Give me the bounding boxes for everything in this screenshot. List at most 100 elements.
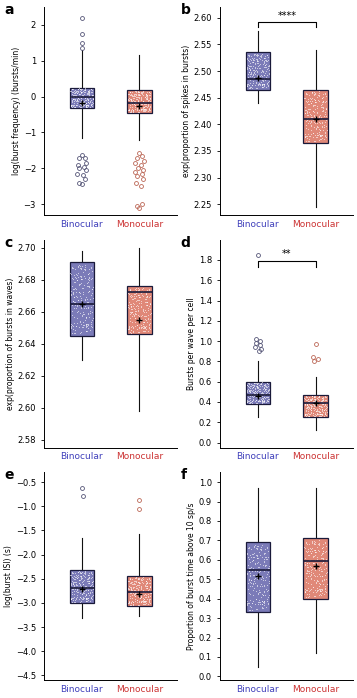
Point: [256, 74, 261, 85]
Point: [266, 590, 272, 601]
Point: [256, 73, 262, 84]
Point: [311, 408, 316, 419]
Point: [247, 595, 253, 606]
Point: [89, 288, 95, 299]
Point: [145, 96, 151, 107]
Point: [147, 581, 153, 592]
Point: [246, 563, 252, 574]
Point: [246, 385, 252, 396]
Point: [312, 591, 318, 602]
Point: [79, 311, 85, 322]
Point: [306, 392, 311, 403]
Point: [304, 106, 310, 117]
Point: [81, 585, 86, 596]
Point: [303, 391, 309, 402]
Point: [266, 384, 272, 395]
Point: [305, 94, 311, 105]
Point: [320, 396, 325, 408]
Point: [76, 578, 82, 589]
Point: [86, 84, 92, 95]
Point: [140, 598, 146, 609]
Point: [251, 595, 256, 606]
Point: [310, 586, 316, 597]
Point: [142, 96, 147, 107]
Point: [308, 109, 314, 120]
Point: [70, 263, 76, 274]
Point: [70, 567, 76, 579]
Point: [146, 90, 152, 101]
Point: [131, 95, 137, 106]
Point: [71, 276, 77, 288]
Point: [126, 92, 132, 103]
Point: [307, 394, 313, 406]
Point: [253, 394, 259, 406]
Point: [147, 93, 152, 104]
Point: [250, 387, 255, 398]
Point: [259, 80, 265, 91]
Point: [139, 596, 144, 607]
Point: [82, 272, 88, 283]
Point: [131, 98, 137, 110]
Point: [321, 405, 327, 416]
Point: [322, 560, 327, 571]
Point: [86, 90, 92, 101]
Point: [142, 313, 148, 325]
Point: [78, 95, 84, 106]
Point: [246, 565, 252, 577]
Point: [315, 544, 321, 556]
Point: [317, 401, 322, 412]
Point: [260, 388, 266, 399]
Point: [132, 595, 138, 607]
Point: [317, 390, 322, 401]
Point: [262, 393, 268, 404]
Point: [247, 380, 253, 392]
Point: [134, 572, 139, 583]
Point: [127, 86, 133, 97]
Point: [72, 571, 77, 582]
Point: [86, 98, 92, 109]
Point: [247, 77, 253, 89]
Point: [312, 391, 318, 402]
Point: [251, 394, 256, 406]
Point: [315, 575, 321, 586]
Text: d: d: [181, 235, 191, 250]
Point: [147, 593, 153, 604]
Point: [77, 596, 83, 607]
Point: [74, 89, 79, 101]
Point: [301, 542, 307, 553]
Point: [80, 85, 86, 96]
Point: [254, 50, 260, 61]
Point: [247, 387, 253, 398]
Point: [255, 561, 261, 572]
Point: [130, 97, 135, 108]
Point: [135, 599, 141, 610]
Point: [86, 577, 92, 588]
Point: [305, 395, 311, 406]
Point: [86, 572, 92, 584]
Point: [316, 392, 322, 403]
Point: [133, 87, 139, 98]
Point: [87, 581, 93, 592]
Point: [138, 105, 144, 116]
Point: [84, 318, 89, 329]
Point: [308, 404, 314, 415]
Point: [264, 596, 270, 607]
Point: [90, 299, 95, 310]
Point: [80, 282, 86, 293]
Point: [146, 95, 151, 106]
Point: [249, 395, 255, 406]
Point: [258, 69, 264, 80]
Point: [247, 601, 252, 612]
Point: [142, 322, 148, 333]
Point: [251, 391, 257, 402]
Point: [247, 574, 252, 585]
Point: [260, 395, 265, 406]
Point: [88, 87, 94, 98]
Point: [134, 94, 140, 105]
Point: [309, 92, 315, 103]
Point: [76, 286, 82, 297]
Point: [77, 308, 83, 319]
Point: [140, 87, 145, 98]
Point: [70, 310, 75, 321]
Point: [132, 98, 137, 109]
